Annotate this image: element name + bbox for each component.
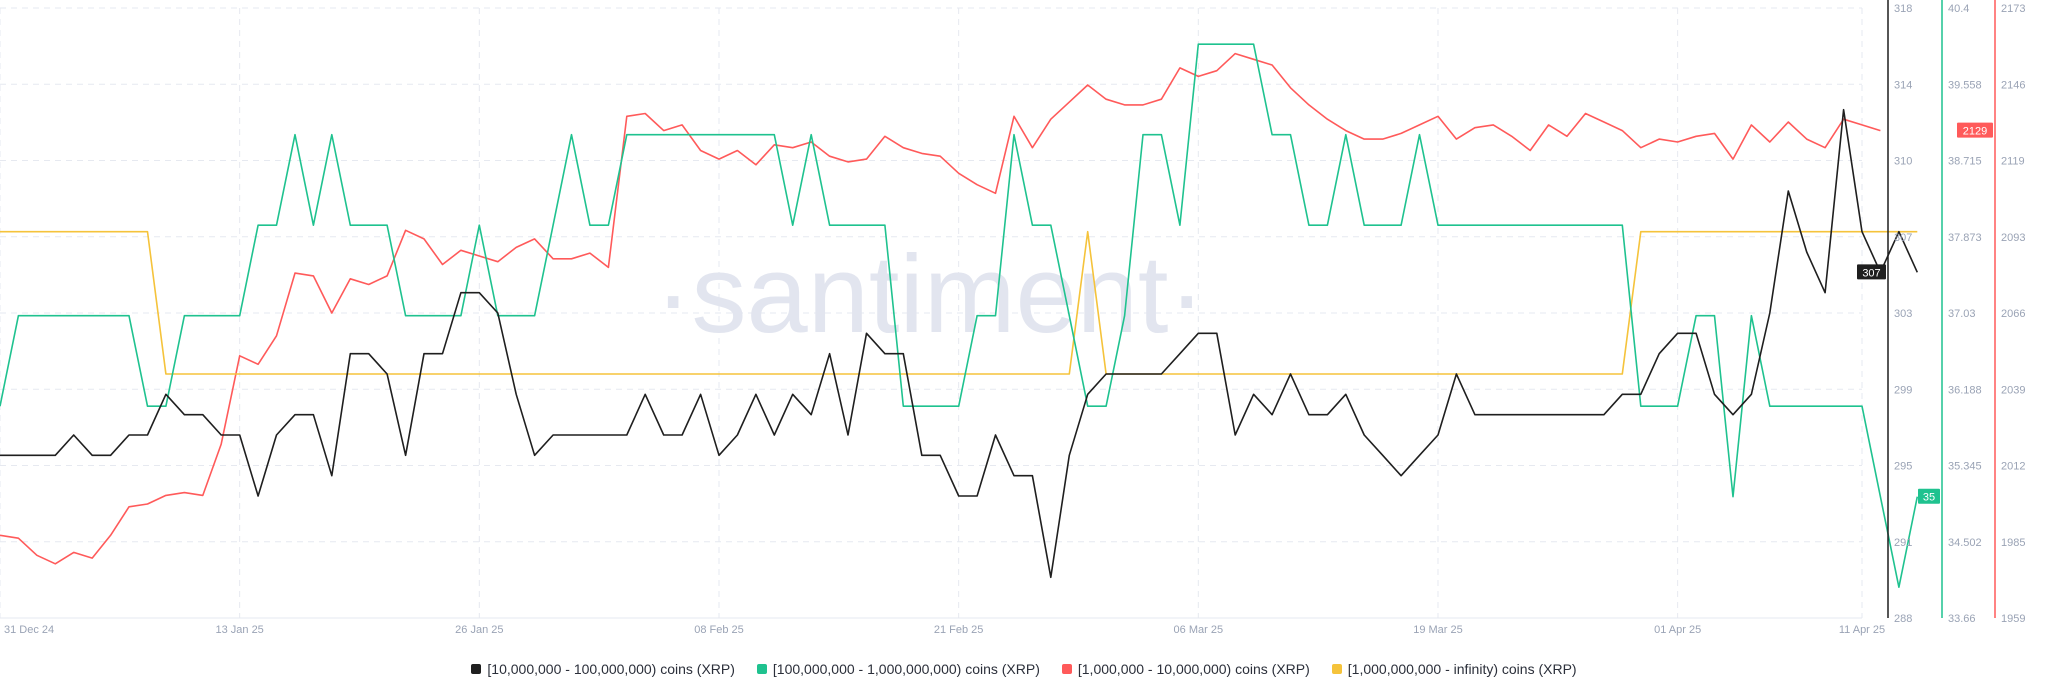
legend-swatch	[756, 664, 767, 674]
legend-item-1[interactable]: [100,000,000 - 1,000,000,000) coins (XRP…	[756, 659, 1040, 679]
svg-text:2129: 2129	[1963, 126, 1987, 138]
x-tick-label: 26 Jan 25	[455, 624, 503, 636]
legend-swatch	[471, 664, 482, 674]
legend-item-0[interactable]: [10,000,000 - 100,000,000) coins (XRP)	[471, 659, 735, 679]
y-tick-label: 37.03	[1948, 308, 1976, 320]
x-tick-label: 13 Jan 25	[215, 624, 263, 636]
y-tick-label: 2146	[2001, 79, 2025, 91]
y-tick-label: 318	[1894, 3, 1912, 15]
x-tick-label: 11 Apr 25	[1839, 624, 1885, 636]
y-tick-label: 40.4	[1948, 3, 1969, 15]
series-line-2	[0, 52, 1881, 565]
axes-layer: 318 314 310 307 303 299 295 291 288 307 40.4 39.558…	[1857, 0, 2025, 625]
x-tick-label: 01 Apr 25	[1654, 624, 1701, 636]
y-tick-label: 36.188	[1948, 384, 1982, 396]
y-tick-label: 1985	[2001, 537, 2025, 549]
series-layer	[0, 43, 1919, 589]
legend-label: [10,000,000 - 100,000,000) coins (XRP)	[487, 661, 735, 677]
legend-item-3[interactable]: [1,000,000,000 - infinity) coins (XRP)	[1331, 659, 1577, 679]
x-tick-label: 31 Dec 24	[4, 624, 54, 636]
y-tick-label: 38.715	[1948, 156, 1982, 168]
svg-text:307: 307	[1862, 267, 1880, 279]
y-tick-label: 2119	[2001, 156, 2025, 168]
y-tick-label: 314	[1894, 79, 1912, 91]
legend: [10,000,000 - 100,000,000) coins (XRP) [1…	[0, 659, 2048, 679]
y-tick-label: 34.502	[1948, 537, 1982, 549]
y-tick-label: 295	[1894, 461, 1912, 473]
y-tick-label: 310	[1894, 156, 1912, 168]
svg-text:35: 35	[1923, 492, 1935, 504]
current-value-badge-green: 35	[1918, 488, 1940, 504]
legend-label: [1,000,000,000 - infinity) coins (XRP)	[1347, 661, 1577, 677]
series-line-3	[0, 230, 1918, 375]
x-tick-label: 19 Mar 25	[1413, 624, 1463, 636]
x-tick-label: 08 Feb 25	[694, 624, 744, 636]
y-tick-label: 37.873	[1948, 232, 1982, 244]
series-line-1	[0, 43, 1919, 589]
y-tick-label: 1959	[2001, 613, 2025, 625]
legend-label: [1,000,000 - 10,000,000) coins (XRP)	[1077, 661, 1310, 677]
y-tick-label: 303	[1894, 308, 1912, 320]
y-tick-label: 2173	[2001, 3, 2025, 15]
y-tick-label: 2012	[2001, 461, 2025, 473]
y-tick-label: 299	[1894, 384, 1912, 396]
y-tick-label: 288	[1894, 613, 1912, 625]
current-value-badge-black: 307	[1857, 264, 1886, 280]
y-tick-label: 35.345	[1948, 461, 1982, 473]
y-tick-label: 307	[1894, 232, 1912, 244]
series-line-0	[0, 108, 1919, 579]
legend-label: [100,000,000 - 1,000,000,000) coins (XRP…	[772, 661, 1040, 677]
watermark: ·santiment·	[655, 233, 1205, 356]
legend-swatch	[1061, 664, 1072, 674]
current-value-badge-red: 2129	[1957, 122, 1993, 138]
y-tick-label: 33.66	[1948, 613, 1976, 625]
y-tick-label: 39.558	[1948, 79, 1982, 91]
legend-swatch	[1331, 664, 1342, 674]
legend-item-2[interactable]: [1,000,000 - 10,000,000) coins (XRP)	[1061, 659, 1310, 679]
x-tick-label: 21 Feb 25	[934, 624, 984, 636]
y-tick-label: 291	[1894, 537, 1912, 549]
y-tick-label: 2039	[2001, 384, 2025, 396]
y-tick-label: 2093	[2001, 232, 2025, 244]
x-tick-label: 06 Mar 25	[1174, 624, 1224, 636]
y-tick-label: 2066	[2001, 308, 2025, 320]
x-axis: 31 Dec 24 13 Jan 25 26 Jan 25 08 Feb 25 21 F…	[0, 617, 1885, 636]
